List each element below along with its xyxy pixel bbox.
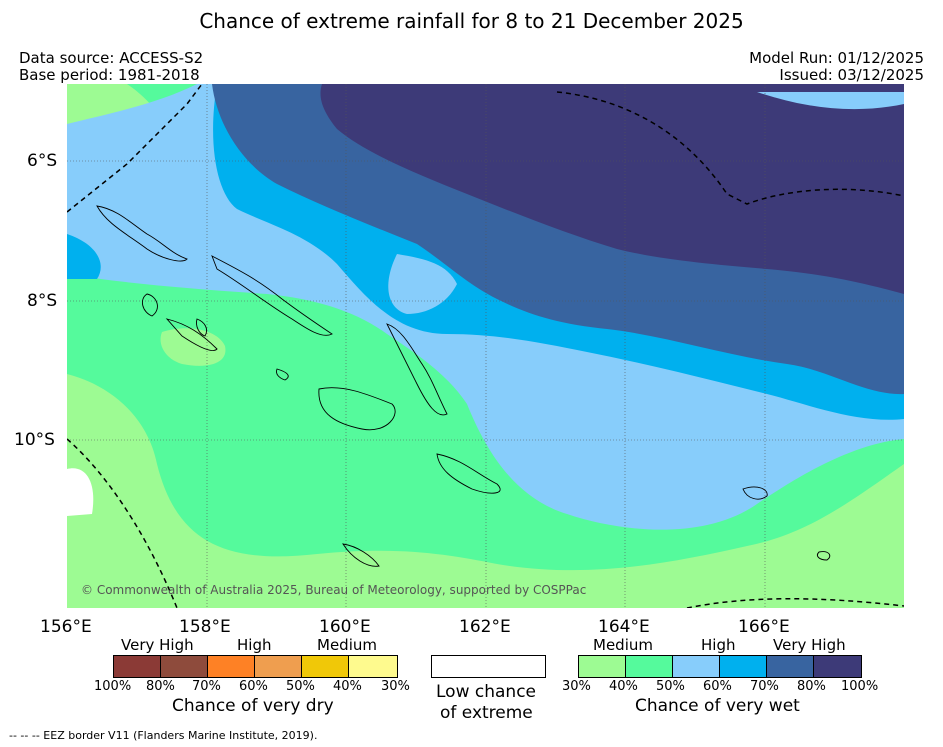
low-chance-line2: of extreme (440, 703, 533, 723)
coastlines (96, 205, 831, 567)
wet-swatch-1 (579, 656, 626, 677)
wet-legend-title: Chance of very wet (635, 696, 800, 716)
wet-tick-100: 100% (841, 679, 879, 694)
wet-tick-50: 50% (656, 679, 685, 694)
wet-tick-80: 80% (797, 679, 826, 694)
low-chance-swatch (431, 655, 546, 678)
wet-swatch-2 (626, 656, 673, 677)
lon-label-162e: 162°E (459, 617, 511, 637)
dry-tick-30: 30% (381, 679, 410, 694)
zone-bright-blue-west (67, 234, 101, 279)
wet-swatch-6 (814, 656, 861, 677)
dry-category-medium: Medium (317, 636, 377, 654)
lon-label-166e: 166°E (738, 617, 790, 637)
graticule (67, 84, 904, 608)
low-chance-line1: Low chance (436, 682, 536, 702)
map-title: Chance of extreme rainfall for 8 to 21 D… (199, 9, 744, 33)
eez-footnote: -- -- -- EEZ border V11 (Flanders Marine… (9, 729, 318, 742)
source-info: Data source: ACCESS-S2 Base period: 1981… (19, 50, 203, 84)
wet-tick-40: 40% (609, 679, 638, 694)
model-run-text: Model Run: 01/12/2025 (749, 49, 924, 67)
lat-label-8s: 8°S (27, 291, 58, 311)
eez-borders (67, 84, 904, 608)
lat-label-6s: 6°S (27, 151, 58, 171)
map-svg (67, 84, 904, 608)
wet-swatch-3 (673, 656, 720, 677)
dry-tick-60: 60% (239, 679, 268, 694)
run-info: Model Run: 01/12/2025 Issued: 03/12/2025 (749, 50, 924, 84)
dry-category-high: High (237, 636, 272, 654)
dry-colorbar (113, 655, 398, 678)
data-source-text: Data source: ACCESS-S2 (19, 49, 204, 67)
dry-swatch-1 (114, 656, 161, 677)
rainfall-map (67, 84, 904, 608)
dry-tick-80: 80% (146, 679, 175, 694)
lon-label-158e: 158°E (179, 617, 231, 637)
wet-tick-30: 30% (562, 679, 591, 694)
wet-category-medium: Medium (593, 636, 653, 654)
issued-text: Issued: 03/12/2025 (779, 66, 924, 84)
dry-swatch-5 (302, 656, 349, 677)
zone-very-high (320, 84, 904, 294)
dry-tick-100: 100% (94, 679, 132, 694)
wet-category-very-high: Very High (773, 636, 846, 654)
zone-low-chance-south (67, 468, 94, 516)
wet-colorbar (578, 655, 862, 678)
lat-label-10s: 10°S (14, 430, 55, 450)
dry-swatch-4 (255, 656, 302, 677)
dry-tick-40: 40% (333, 679, 362, 694)
wet-swatch-4 (720, 656, 767, 677)
zone-ne-light (757, 92, 904, 110)
dry-category-very-high: Very High (121, 636, 194, 654)
zone-medium-low-patch (160, 328, 226, 366)
base-period-text: Base period: 1981-2018 (19, 66, 200, 84)
lon-label-164e: 164°E (598, 617, 650, 637)
zone-medium-low (67, 374, 904, 608)
dry-swatch-2 (161, 656, 208, 677)
dry-swatch-6 (349, 656, 397, 677)
zone-light-blue-patch (388, 254, 457, 314)
wet-category-high: High (701, 636, 736, 654)
dry-swatch-3 (208, 656, 255, 677)
dry-legend-title: Chance of very dry (172, 696, 334, 716)
lon-label-156e: 156°E (40, 617, 92, 637)
lon-label-160e: 160°E (319, 617, 371, 637)
copyright-credit: © Commonwealth of Australia 2025, Bureau… (81, 583, 587, 597)
wet-tick-70: 70% (750, 679, 779, 694)
dry-tick-70: 70% (192, 679, 221, 694)
dry-tick-50: 50% (286, 679, 315, 694)
wet-swatch-5 (767, 656, 814, 677)
wet-tick-60: 60% (703, 679, 732, 694)
